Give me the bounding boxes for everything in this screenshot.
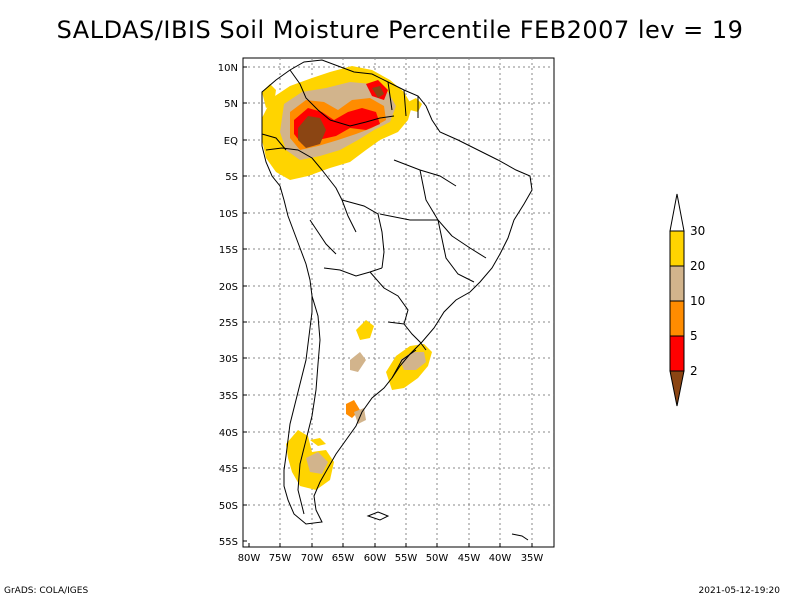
border-chile-argentina <box>297 295 321 515</box>
field-yellow-coast <box>408 98 422 112</box>
border-peru-bolivia <box>309 219 337 255</box>
legend-label-10: 10 <box>690 294 705 308</box>
field-yellow-northwest <box>262 84 276 108</box>
lon-label-80w: 80W <box>238 553 261 564</box>
legend-cap-top <box>669 193 685 232</box>
field-yellow-chubut <box>310 438 326 446</box>
lat-label-10n: 10N <box>218 63 238 74</box>
map-outlines <box>261 59 533 541</box>
lon-label-70w: 70W <box>301 553 324 564</box>
border-peru-brazil <box>321 169 357 233</box>
continent-outline <box>261 59 533 525</box>
field-tan-patagonia <box>306 452 328 474</box>
lon-label-75w: 75W <box>269 553 292 564</box>
border-bolivia-south <box>323 267 383 277</box>
lat-label-5n: 5N <box>224 99 238 110</box>
lon-label-65w: 65W <box>332 553 355 564</box>
lon-label-35w: 35W <box>521 553 544 564</box>
lon-label-45w: 45W <box>458 553 481 564</box>
color-legend: 30 20 10 5 2 <box>669 193 705 407</box>
border-argentina-brazil <box>403 323 427 351</box>
lat-label-30s: 30S <box>219 354 238 365</box>
footer-credit: GrADS: COLA/IGES <box>4 586 89 596</box>
legend-swatch-tan <box>669 265 685 302</box>
lon-label-60w: 60W <box>364 553 387 564</box>
latitude-labels: 10N 5N EQ 5S 10S 15S 20S 25S 30S 35S 40S… <box>218 63 238 548</box>
lat-label-5s: 5S <box>225 172 238 183</box>
border-uruguay <box>391 349 417 379</box>
lon-label-40w: 40W <box>489 553 512 564</box>
border-guianas <box>387 81 419 118</box>
falklands <box>366 511 390 521</box>
border-paraguay <box>369 271 409 325</box>
longitude-labels: 80W 75W 70W 65W 60W 55W 50W 45W 40W 35W <box>238 553 544 564</box>
border-colombia-venezuela <box>289 69 331 121</box>
lat-label-55s: 55S <box>219 537 238 548</box>
lat-label-10s: 10S <box>219 209 238 220</box>
lon-label-50w: 50W <box>426 553 449 564</box>
plot-frame <box>242 57 555 548</box>
field-tan-chaco <box>350 352 366 372</box>
lat-label-45s: 45S <box>219 464 238 475</box>
border-bolivia-brazil <box>341 199 385 269</box>
field-brown-east <box>372 86 384 98</box>
brazil-states <box>379 159 487 283</box>
south-georgia <box>511 533 529 541</box>
lat-label-50s: 50S <box>219 501 238 512</box>
legend-label-2: 2 <box>690 364 698 378</box>
legend-label-30: 30 <box>690 224 705 238</box>
lat-label-20s: 20S <box>219 282 238 293</box>
border-ecuador <box>261 133 287 151</box>
legend-swatch-orange <box>669 300 685 337</box>
legend-swatch-yellow <box>669 230 685 267</box>
lon-label-55w: 55W <box>395 553 418 564</box>
field-brown-core <box>298 116 326 148</box>
lat-label-eq: EQ <box>224 136 238 147</box>
lat-label-35s: 35S <box>219 391 238 402</box>
axis-ticks <box>243 66 533 547</box>
lat-label-40s: 40S <box>219 428 238 439</box>
legend-cap-bottom <box>669 370 685 407</box>
lat-label-25s: 25S <box>219 318 238 329</box>
lat-label-15s: 15S <box>219 245 238 256</box>
legend-label-20: 20 <box>690 259 705 273</box>
legend-swatch-red <box>669 335 685 372</box>
map-title: SALDAS/IBIS Soil Moisture Percentile FEB… <box>56 16 744 44</box>
border-colombia-peru <box>265 147 323 171</box>
field-yellow-chaco <box>356 320 374 340</box>
legend-label-5: 5 <box>690 329 698 343</box>
footer-timestamp: 2021-05-12-19:20 <box>698 586 781 596</box>
border-venezuela-brazil <box>329 115 395 127</box>
